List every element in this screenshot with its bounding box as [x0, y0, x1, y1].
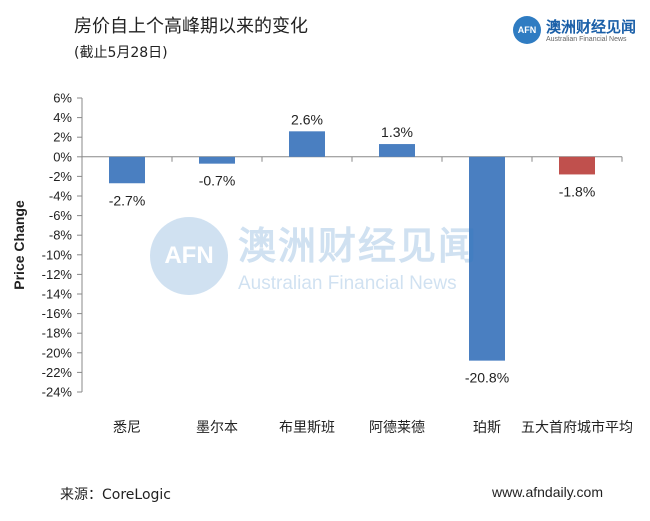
bar-chart: 6% 4% 2% 0% -2% -4% -6% -8% -10% -12% -14% -16% -18%… [11, 91, 633, 437]
category-label: 五大首府城市平均 [521, 419, 633, 436]
category-label: 布里斯班 [279, 420, 335, 436]
brand-logo: AFN 澳洲财经见闻 Australian Financial News [513, 16, 643, 46]
chart-subtitle: (截止5月28日) [74, 45, 168, 61]
y-tick-label: -24% [42, 385, 73, 400]
category-label: 阿德莱德 [369, 420, 425, 436]
y-tick-label: 6% [53, 91, 72, 106]
chart-title: 房价自上个高峰期以来的变化 [74, 16, 308, 37]
category-label: 悉尼 [113, 420, 141, 436]
category-label: 墨尔本 [196, 420, 238, 436]
data-label: -2.7% [109, 192, 146, 208]
y-tick-label: -2% [49, 169, 73, 184]
brand-tagline: Australian Financial News [546, 36, 627, 43]
bar-悉尼 [109, 156, 145, 184]
category-label: 珀斯 [473, 420, 501, 436]
y-tick-label: -20% [42, 345, 73, 360]
y-tick-label: -14% [42, 287, 73, 302]
bar-墨尔本 [199, 156, 235, 164]
bar-阿德莱德 [379, 144, 415, 157]
y-tick-label: -12% [42, 267, 73, 282]
y-tick-label: 0% [53, 149, 72, 164]
y-tick-label: 4% [53, 110, 72, 125]
brand-name: 澳洲财经见闻 [546, 18, 637, 36]
y-tick-label: -8% [49, 228, 73, 243]
bar-布里斯班 [289, 131, 325, 157]
y-tick-label: 2% [53, 130, 72, 145]
website-link[interactable]: www.afndaily.com [492, 484, 604, 500]
y-tick-label: -4% [49, 189, 73, 204]
data-label: 2.6% [291, 111, 323, 127]
afn-logo-icon: AFN [513, 16, 541, 44]
data-label: -0.7% [199, 173, 236, 189]
y-tick-label: -16% [42, 306, 73, 321]
bar-五大首府城市平均 [559, 156, 595, 175]
data-label: -1.8% [559, 183, 596, 199]
y-axis-title: Price Change [11, 200, 27, 290]
y-tick-label: -10% [42, 247, 73, 262]
data-label: -20.8% [465, 370, 509, 386]
bar-珀斯 [469, 156, 505, 361]
y-tick-label: -6% [49, 208, 73, 223]
y-tick-label: -22% [42, 365, 73, 380]
y-tick-label: -18% [42, 326, 73, 341]
data-label: 1.3% [381, 124, 413, 140]
source-note: 来源：CoreLogic [60, 487, 171, 503]
